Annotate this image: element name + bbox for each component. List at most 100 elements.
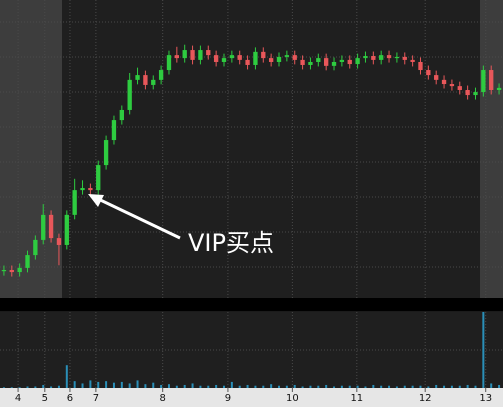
marks	[1, 44, 502, 388]
volume-bar	[230, 381, 233, 388]
volume-bar	[2, 387, 5, 388]
candle-body	[284, 55, 290, 57]
candle-body	[9, 269, 14, 273]
x-tick-label: 12	[419, 393, 432, 404]
x-tick-label: 4	[15, 393, 21, 404]
candle-body	[96, 165, 101, 191]
candle-body	[441, 79, 447, 85]
candle-body	[434, 75, 439, 80]
volume-bar	[435, 384, 438, 388]
volume-bar	[160, 384, 163, 388]
price-panel	[0, 0, 503, 298]
volume-bar	[89, 380, 92, 388]
candle-body	[48, 214, 54, 239]
candle-body	[135, 75, 140, 80]
volume-bar	[443, 385, 446, 388]
volume-bar	[175, 385, 178, 388]
candle-body	[324, 58, 329, 66]
candle-body	[190, 50, 195, 60]
candle-body	[371, 56, 376, 60]
volume-bar	[144, 384, 147, 388]
candle-body	[402, 56, 407, 60]
volume-bar	[340, 385, 343, 388]
candle-body	[33, 239, 38, 256]
volume-bar	[238, 385, 241, 388]
candle-body	[17, 267, 22, 273]
candle-body	[1, 269, 7, 272]
post-market-shade	[480, 0, 503, 298]
candle-body	[268, 58, 274, 62]
volume-bar	[482, 312, 485, 388]
volume-bar	[152, 382, 155, 388]
volume-bar	[356, 385, 359, 388]
volume-bar	[222, 385, 225, 388]
candle-body	[473, 92, 478, 96]
volume-bar	[278, 385, 281, 388]
volume-bar	[183, 384, 186, 388]
candle-body	[418, 61, 423, 71]
candle-body	[229, 55, 235, 59]
x-axis-strip	[0, 388, 503, 407]
arrow-head	[88, 194, 104, 207]
x-tick-label: 9	[225, 393, 231, 404]
volume-bar	[395, 386, 398, 388]
arrow-line	[91, 194, 181, 240]
volume-bar	[427, 386, 430, 388]
volume-bar	[120, 381, 123, 388]
volume-bar	[309, 385, 312, 388]
volume-bar	[10, 387, 13, 388]
volume-bar	[215, 384, 218, 388]
candle-body	[143, 75, 148, 85]
volume-bar	[388, 385, 391, 388]
volume-bar	[262, 385, 265, 388]
candle-body	[103, 140, 109, 166]
volume-bar	[333, 386, 336, 388]
volume-bar	[50, 386, 53, 388]
candle-body	[237, 55, 242, 60]
candle-body	[198, 50, 203, 60]
x-tick-label: 11	[350, 393, 363, 404]
volume-bar	[105, 381, 108, 388]
volume-bar	[293, 384, 296, 388]
candle-body	[245, 59, 250, 65]
candle-body	[206, 50, 211, 56]
candle-body	[308, 61, 313, 65]
volume-bar	[26, 386, 29, 388]
x-tick-label: 7	[93, 393, 99, 404]
annotation: VIP买点	[188, 229, 274, 257]
candle-body	[56, 238, 62, 245]
candle-body	[449, 84, 455, 87]
volume-bar	[167, 384, 170, 388]
candle-body	[151, 79, 156, 85]
candle-body	[347, 59, 352, 65]
volume-bar	[57, 385, 60, 388]
candle-body	[221, 58, 227, 62]
candle-body	[174, 55, 179, 59]
volume-bar	[411, 385, 414, 388]
volume-bar	[112, 382, 115, 388]
candle-body	[127, 79, 132, 110]
volume-bar	[372, 384, 375, 388]
candle-body	[457, 86, 462, 90]
volume-bar	[34, 386, 37, 388]
volume-bar	[128, 383, 131, 388]
x-tick-label: 5	[42, 393, 48, 404]
x-tick-label: 8	[160, 393, 166, 404]
volume-bar	[348, 385, 351, 388]
volume-bar	[325, 384, 328, 388]
candle-body	[410, 59, 415, 62]
candle-body	[426, 70, 431, 76]
x-tick-label: 10	[286, 393, 299, 404]
volume-bar	[450, 385, 453, 388]
candle-body	[261, 51, 266, 59]
volume-bar	[474, 385, 477, 388]
volume-bar	[42, 384, 45, 388]
volume-bar	[419, 385, 422, 388]
volume-bar	[403, 385, 406, 388]
candle-body	[331, 61, 337, 66]
volume-bar	[136, 380, 139, 388]
candle-body	[213, 55, 219, 62]
candle-body	[88, 188, 93, 191]
